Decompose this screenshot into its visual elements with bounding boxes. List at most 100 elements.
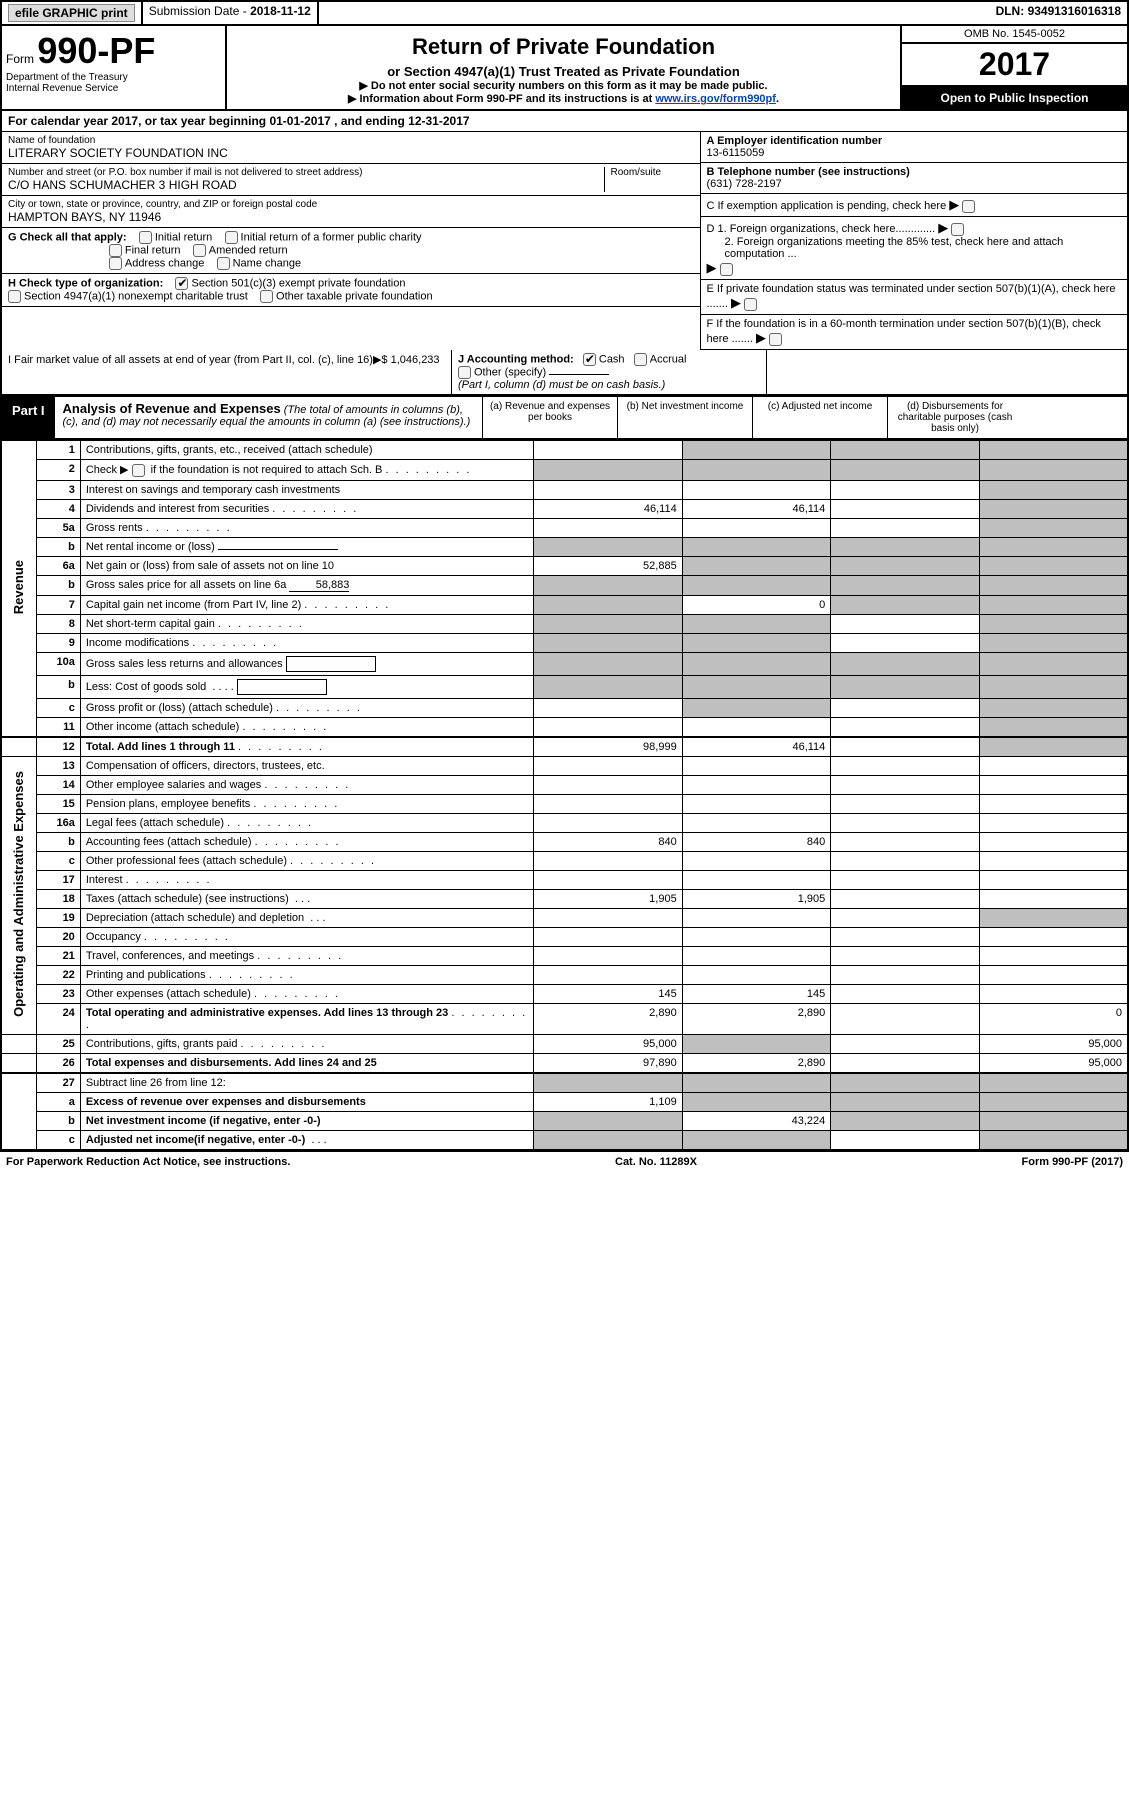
col-c-header: (c) Adjusted net income [752,397,887,438]
form-number: 990-PF [37,30,155,71]
name-label: Name of foundation [8,135,694,146]
checkbox-address-change[interactable] [109,257,122,270]
table-row: 16aLegal fees (attach schedule) [1,813,1128,832]
checkbox-final-return[interactable] [109,244,122,257]
h-label: H Check type of organization: [8,277,163,289]
part1-title: Analysis of Revenue and Expenses [63,401,281,416]
checkbox-initial-former[interactable] [225,231,238,244]
checkbox-other[interactable] [458,366,471,379]
table-row: 27Subtract line 26 from line 12: [1,1073,1128,1093]
checkbox-e[interactable] [744,298,757,311]
table-row: 11Other income (attach schedule) [1,717,1128,737]
table-row: 14Other employee salaries and wages [1,775,1128,794]
header-right: OMB No. 1545-0052 2017 Open to Public In… [902,26,1127,109]
j-label: J Accounting method: [458,353,574,365]
col-d-header: (d) Disbursements for charitable purpose… [887,397,1022,438]
table-row: 23Other expenses (attach schedule) 14514… [1,984,1128,1003]
j-cell: J Accounting method: Cash Accrual Other … [452,350,767,394]
form-header: Form 990-PF Department of the Treasury I… [0,26,1129,111]
entity-info: Name of foundation LITERARY SOCIETY FOUN… [0,132,1129,350]
col-b-header: (b) Net investment income [617,397,752,438]
table-row: 19Depreciation (attach schedule) and dep… [1,908,1128,927]
table-row: bLess: Cost of goods sold . . . . [1,675,1128,698]
i-label: I Fair market value of all assets at end… [8,354,391,366]
a-label: A Employer identification number [707,135,883,147]
g-opt-4: Address change [125,257,205,269]
checkbox-4947[interactable] [8,290,21,303]
table-row: cOther professional fees (attach schedul… [1,851,1128,870]
warn-line-1: ▶ Do not enter social security numbers o… [231,79,896,92]
checkbox-c[interactable] [962,200,975,213]
c-label: C If exemption application is pending, c… [707,200,947,212]
form-title: Return of Private Foundation [231,34,896,60]
instructions-link[interactable]: www.irs.gov/form990pf [655,93,776,105]
checkbox-name-change[interactable] [217,257,230,270]
footer-mid: Cat. No. 11289X [615,1156,697,1168]
table-row: Revenue 1Contributions, gifts, grants, e… [1,441,1128,460]
revenue-label: Revenue [11,560,26,614]
calendar-year-row: For calendar year 2017, or tax year begi… [0,111,1129,132]
j-other: Other (specify) [474,366,546,378]
checkbox-d2[interactable] [720,263,733,276]
warn2-pre: ▶ Information about Form 990-PF and its … [348,93,655,105]
table-row: 12Total. Add lines 1 through 11 98,99946… [1,737,1128,757]
city-cell: City or town, state or province, country… [2,196,700,228]
form-subtitle: or Section 4947(a)(1) Trust Treated as P… [231,64,896,79]
expenses-label: Operating and Administrative Expenses [11,771,26,1017]
g-label: G Check all that apply: [8,231,127,243]
h-opt-2: Section 4947(a)(1) nonexempt charitable … [24,290,248,302]
phone-value: (631) 728-2197 [707,178,782,190]
table-row: aExcess of revenue over expenses and dis… [1,1092,1128,1111]
part1-header: Part I Analysis of Revenue and Expenses … [0,395,1129,440]
b-label: B Telephone number (see instructions) [707,166,910,178]
checkbox-cash[interactable] [583,353,596,366]
addr-label: Number and street (or P.O. box number if… [8,167,604,178]
checkbox-initial-return[interactable] [139,231,152,244]
table-row: 24Total operating and administrative exp… [1,1003,1128,1034]
table-row: 22Printing and publications [1,965,1128,984]
tax-year: 2017 [902,44,1127,87]
form-word: Form [6,52,34,66]
table-row: 6aNet gain or (loss) from sale of assets… [1,556,1128,575]
table-row: bGross sales price for all assets on lin… [1,575,1128,595]
checkbox-sch-b[interactable] [132,464,145,477]
checkbox-amended[interactable] [193,244,206,257]
ein-cell: A Employer identification number 13-6115… [701,132,1128,163]
e-label: E If private foundation status was termi… [707,283,1116,310]
checkbox-accrual[interactable] [634,353,647,366]
g-opt-0: Initial return [155,231,212,243]
h-opt-3: Other taxable private foundation [276,290,433,302]
table-row: 7Capital gain net income (from Part IV, … [1,595,1128,614]
inline-box [237,679,327,695]
address-cell: Number and street (or P.O. box number if… [2,164,700,196]
footer: For Paperwork Reduction Act Notice, see … [0,1150,1129,1172]
table-row: 26Total expenses and disbursements. Add … [1,1053,1128,1073]
arrow-icon: ▶ [731,295,741,310]
table-row: cGross profit or (loss) (attach schedule… [1,698,1128,717]
warn-line-2: ▶ Information about Form 990-PF and its … [231,92,896,105]
checkbox-501c3[interactable] [175,277,188,290]
c-cell: C If exemption application is pending, c… [701,194,1128,217]
footer-left: For Paperwork Reduction Act Notice, see … [6,1156,290,1168]
arrow-icon: ▶ [756,330,766,345]
h-row: H Check type of organization: Section 50… [2,274,700,307]
checkbox-d1[interactable] [951,223,964,236]
name-cell: Name of foundation LITERARY SOCIETY FOUN… [2,132,700,164]
efile-button[interactable]: efile GRAPHIC print [8,4,135,22]
h-opt-1: Section 501(c)(3) exempt private foundat… [191,277,405,289]
checkbox-other-taxable[interactable] [260,290,273,303]
fmv-value: 1,046,233 [391,354,440,366]
g-row: G Check all that apply: Initial return I… [2,228,700,274]
checkbox-f[interactable] [769,333,782,346]
submission-date: 2018-11-12 [250,4,311,18]
table-row: 17Interest [1,870,1128,889]
dln-value: 93491316016318 [1028,4,1121,18]
table-row: 18Taxes (attach schedule) (see instructi… [1,889,1128,908]
top-bar: efile GRAPHIC print Submission Date - 20… [0,0,1129,26]
dept-line2: Internal Revenue Service [6,83,221,94]
col-a-header: (a) Revenue and expenses per books [482,397,617,438]
g-opt-3: Amended return [209,244,288,256]
header-center: Return of Private Foundation or Section … [227,26,902,109]
arrow-icon: ▶ [949,197,959,212]
room-label: Room/suite [611,167,694,178]
